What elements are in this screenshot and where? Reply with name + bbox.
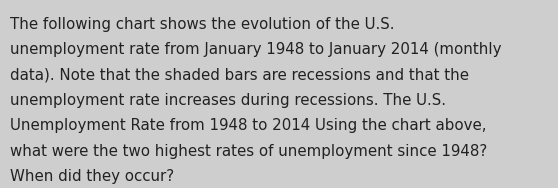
Text: what were the two highest rates of unemployment since 1948?: what were the two highest rates of unemp… bbox=[10, 144, 487, 159]
Text: The following chart shows the evolution of the U.S.: The following chart shows the evolution … bbox=[10, 17, 395, 32]
Text: unemployment rate from January 1948 to January 2014 (monthly: unemployment rate from January 1948 to J… bbox=[10, 42, 502, 57]
Text: Unemployment Rate from 1948 to 2014 Using the chart above,: Unemployment Rate from 1948 to 2014 Usin… bbox=[10, 118, 487, 133]
Text: unemployment rate increases during recessions. The U.S.: unemployment rate increases during reces… bbox=[10, 93, 446, 108]
Text: data). Note that the shaded bars are recessions and that the: data). Note that the shaded bars are rec… bbox=[10, 68, 469, 83]
Text: When did they occur?: When did they occur? bbox=[10, 169, 174, 184]
